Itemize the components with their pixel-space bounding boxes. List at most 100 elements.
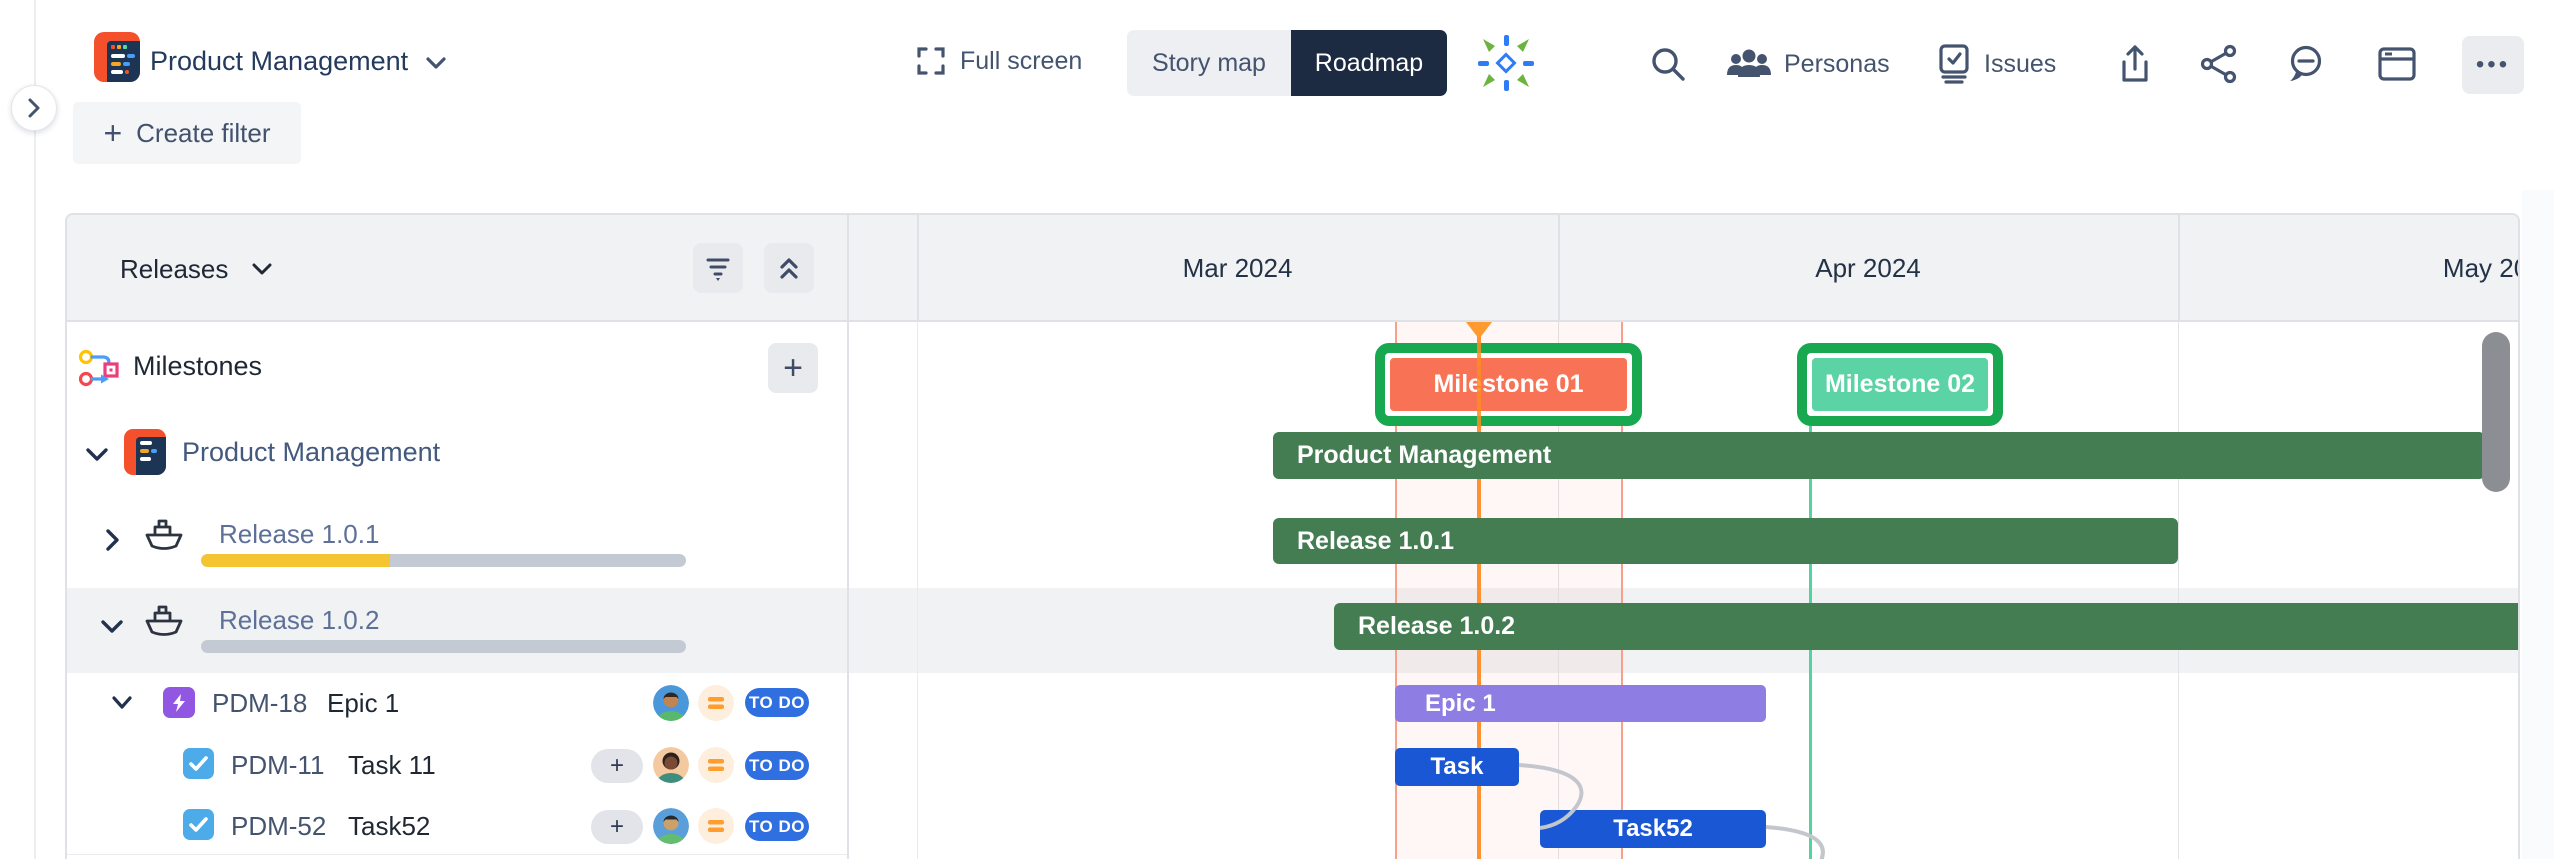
epic-type-icon bbox=[163, 687, 195, 718]
fullscreen-button[interactable]: Full screen bbox=[916, 40, 1082, 82]
issue-row-task11[interactable]: PDM-11 Task 11 + TO DO bbox=[67, 733, 847, 795]
milestones-row[interactable]: Milestones + bbox=[67, 322, 847, 412]
chevron-right-icon bbox=[26, 97, 42, 119]
priority-medium-icon[interactable] bbox=[698, 685, 734, 721]
status-badge[interactable]: TO DO bbox=[745, 751, 809, 780]
share-icon bbox=[2199, 44, 2239, 84]
task-type-icon bbox=[183, 809, 214, 840]
bar-label: Release 1.0.1 bbox=[1297, 526, 1455, 555]
status-badge[interactable]: TO DO bbox=[745, 688, 809, 717]
gridline bbox=[2178, 322, 2179, 859]
create-filter-button[interactable]: + Create filter bbox=[73, 102, 301, 164]
gantt-bar-release2[interactable]: Release 1.0.2 bbox=[1334, 603, 2518, 650]
dependency-connectors bbox=[1518, 763, 1825, 859]
milestone-1[interactable]: Milestone 01 bbox=[1375, 343, 1642, 426]
gantt-bar-task52[interactable]: Task52 bbox=[1540, 810, 1766, 848]
month-label: May 2024 bbox=[2442, 253, 2518, 283]
bar-label: Task bbox=[1430, 753, 1484, 780]
fullscreen-label: Full screen bbox=[960, 46, 1083, 75]
issues-icon bbox=[1936, 43, 1972, 85]
project-label[interactable]: Product Management bbox=[182, 437, 441, 467]
ai-sparkle-icon[interactable] bbox=[1474, 31, 1538, 95]
gantt-bar-epic[interactable]: Epic 1 bbox=[1395, 685, 1766, 722]
filter-icon bbox=[704, 255, 732, 281]
page-title: Product Management bbox=[150, 46, 409, 76]
fullscreen-icon bbox=[916, 46, 946, 76]
release-ship-icon bbox=[142, 514, 186, 558]
release-progress-track bbox=[201, 554, 686, 567]
plus-icon: + bbox=[103, 115, 123, 151]
add-subtask-button[interactable]: + bbox=[591, 810, 643, 844]
month-separator bbox=[1558, 215, 1560, 322]
right-edge-strip bbox=[2522, 190, 2554, 859]
month-separator bbox=[917, 215, 919, 322]
issue-row-task52[interactable]: PDM-52 Task52 + TO DO bbox=[67, 795, 847, 855]
milestone1-start-line bbox=[1395, 322, 1397, 859]
export-icon bbox=[2117, 43, 2153, 85]
share-button[interactable] bbox=[2198, 44, 2240, 84]
comment-icon bbox=[2285, 44, 2327, 84]
issue-row-epic[interactable]: PDM-18 Epic 1 TO DO bbox=[67, 673, 847, 733]
gantt-bar-project[interactable]: Product Management bbox=[1273, 432, 2485, 479]
project-switcher-chevron-icon[interactable] bbox=[423, 54, 449, 72]
chevron-down-icon[interactable] bbox=[84, 446, 110, 464]
gantt-bar-task[interactable]: Task bbox=[1395, 748, 1519, 786]
tab-story-map[interactable]: Story map bbox=[1127, 30, 1291, 96]
issues-label: Issues bbox=[1984, 49, 2057, 78]
assignee-avatar[interactable] bbox=[653, 808, 689, 844]
group-by-label: Releases bbox=[120, 253, 229, 284]
more-button[interactable]: ••• bbox=[2462, 36, 2524, 94]
group-by-selector[interactable]: Releases bbox=[120, 247, 274, 291]
milestone-1-label: Milestone 01 bbox=[1390, 358, 1627, 411]
issue-key[interactable]: PDM-18 bbox=[212, 688, 308, 718]
issue-key[interactable]: PDM-11 bbox=[231, 750, 325, 780]
tab-roadmap[interactable]: Roadmap bbox=[1291, 30, 1447, 96]
release-row-2[interactable]: Release 1.0.2 bbox=[67, 588, 847, 673]
timeline-scrollbar[interactable] bbox=[2482, 332, 2510, 492]
assignee-avatar[interactable] bbox=[653, 747, 689, 783]
chevron-right-icon[interactable] bbox=[104, 527, 122, 553]
collapse-all-button[interactable] bbox=[764, 243, 814, 293]
milestone-2[interactable]: Milestone 02 bbox=[1797, 343, 2003, 426]
priority-medium-icon[interactable] bbox=[698, 747, 734, 783]
personas-button[interactable]: Personas bbox=[1726, 44, 1890, 84]
bar-label: Epic 1 bbox=[1425, 689, 1496, 717]
gantt-bar-release1[interactable]: Release 1.0.1 bbox=[1273, 518, 2178, 564]
project-row[interactable]: Product Management bbox=[67, 412, 847, 499]
search-button[interactable] bbox=[1648, 44, 1688, 84]
comment-button[interactable] bbox=[2284, 44, 2328, 84]
release-row-1[interactable]: Release 1.0.1 bbox=[67, 499, 847, 588]
issue-key[interactable]: PDM-52 bbox=[231, 811, 327, 841]
add-subtask-button[interactable]: + bbox=[591, 749, 643, 783]
release-progress-fill bbox=[201, 554, 391, 567]
add-milestone-button[interactable]: + bbox=[768, 343, 818, 393]
panel-header bbox=[67, 215, 2518, 322]
status-badge[interactable]: TO DO bbox=[745, 812, 809, 841]
board-button[interactable] bbox=[2376, 44, 2418, 84]
bar-label: Product Management bbox=[1297, 441, 1552, 469]
app-logo bbox=[94, 32, 140, 82]
more-icon: ••• bbox=[2475, 51, 2511, 78]
export-button[interactable] bbox=[2114, 42, 2156, 86]
panel-divider[interactable] bbox=[847, 215, 849, 859]
expand-sidebar-button[interactable] bbox=[11, 85, 57, 131]
filter-button[interactable] bbox=[693, 243, 743, 293]
issue-summary[interactable]: Task 11 bbox=[348, 750, 436, 780]
personas-icon bbox=[1726, 46, 1772, 82]
left-rail-divider bbox=[34, 0, 36, 859]
issues-button[interactable]: Issues bbox=[1936, 42, 2056, 86]
view-toggle: Story map Roadmap bbox=[1127, 30, 1447, 96]
chevron-down-icon[interactable] bbox=[110, 695, 134, 711]
issue-summary[interactable]: Task52 bbox=[348, 811, 431, 841]
milestone1-date-line bbox=[1477, 335, 1481, 859]
priority-medium-icon[interactable] bbox=[698, 808, 734, 844]
milestone-2-label: Milestone 02 bbox=[1812, 358, 1988, 411]
release-name[interactable]: Release 1.0.1 bbox=[219, 519, 380, 549]
bar-label: Task52 bbox=[1613, 815, 1693, 842]
chevron-down-icon[interactable] bbox=[99, 618, 125, 636]
milestones-label: Milestones bbox=[133, 351, 263, 381]
release-name[interactable]: Release 1.0.2 bbox=[219, 605, 380, 635]
milestones-icon bbox=[78, 348, 124, 390]
issue-summary[interactable]: Epic 1 bbox=[327, 688, 400, 718]
assignee-avatar[interactable] bbox=[653, 685, 689, 721]
